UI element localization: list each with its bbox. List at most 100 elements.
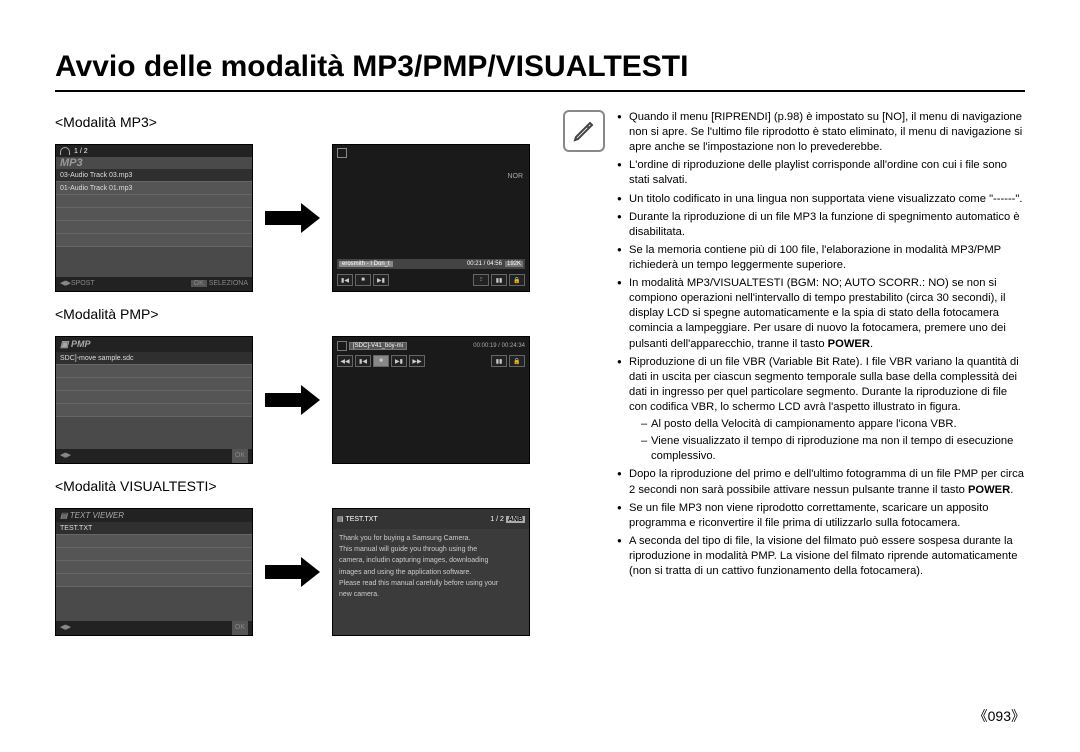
pmp-mode-label: <Modalità PMP> (55, 306, 545, 322)
text-list-row (56, 535, 252, 548)
text-list-row (56, 561, 252, 574)
note-item: In modalità MP3/VISUALTESTI (BGM: NO; AU… (617, 276, 1025, 352)
content-row: <Modalità MP3> 1 / 2 MP3 03-Audio Track … (55, 110, 1025, 636)
text-file: TEST.TXT (345, 516, 377, 523)
mp3-list-row (56, 195, 252, 208)
notes-list: Quando il menu [RIPRENDI] (p.98) è impos… (617, 110, 1025, 582)
note-item: A seconda del tipo di file, la visione d… (617, 534, 1025, 579)
text-line: Please read this manual carefully before… (339, 578, 523, 589)
battery-icon: ▮▮ (491, 355, 507, 367)
nor-label: NOR (507, 173, 523, 180)
right-column: Quando il menu [RIPRENDI] (p.98) è impos… (563, 110, 1025, 636)
pmp-icon (337, 341, 347, 351)
mp3-list-row: 01-Audio Track 01.mp3 (56, 182, 252, 195)
note-item: Dopo la riproduzione del primo e dell'ul… (617, 467, 1025, 497)
signal-icon: ⫶⫶ (473, 274, 489, 286)
text-line: images and using the application softwar… (339, 567, 523, 578)
mp3-list-header: 1 / 2 (56, 145, 252, 157)
headphones-icon (60, 147, 70, 155)
pmp-top-bar: [SDC]-V41_boy-mi 00:00:19 / 00:24:34 (337, 341, 525, 351)
mp3-list-row (56, 234, 252, 247)
pmp-list-row (56, 391, 252, 404)
prev-icon[interactable]: ▮◀ (337, 274, 353, 286)
mp3-play-bar: erosmith - I Don_t 00:21 / 04:56 192K (337, 259, 525, 269)
footer-ok: OK (191, 280, 207, 287)
arrow-icon (265, 389, 320, 411)
page-title: Avvio delle modalità MP3/PMP/VISUALTESTI (55, 50, 1025, 92)
footer-ok: OK (232, 449, 248, 463)
pmp-list-screen: ▣ PMP SDC]-move sample.sdc ◀●▶ OK (55, 336, 253, 464)
left-column: <Modalità MP3> 1 / 2 MP3 03-Audio Track … (55, 110, 545, 636)
text-mode-label: <Modalità VISUALTESTI> (55, 478, 545, 494)
rewind-icon[interactable]: ◀◀ (337, 355, 353, 367)
mp3-mode-label: <Modalità MP3> (55, 114, 545, 130)
stop-icon[interactable]: ■ (355, 274, 371, 286)
text-line: This manual will guide you through using… (339, 544, 523, 555)
note-item: Riproduzione di un file VBR (Variable Bi… (617, 355, 1025, 465)
text-line: new camera. (339, 589, 523, 600)
text-list-screen: ▤ TEXT VIEWER TEST.TXT ◀●▶ OK (55, 508, 253, 636)
note-item: Un titolo codificato in una lingua non s… (617, 192, 1025, 207)
text-logo: ▤ TEXT VIEWER (56, 509, 252, 522)
next-icon[interactable]: ▶▮ (391, 355, 407, 367)
headphones-icon (337, 148, 347, 158)
pmp-play-screen: [SDC]-V41_boy-mi 00:00:19 / 00:24:34 ◀◀ … (332, 336, 530, 464)
mp3-play-screen: NOR erosmith - I Don_t 00:21 / 04:56 192… (332, 144, 530, 292)
pmp-list-row (56, 365, 252, 378)
footer-right: SELEZIONA (209, 280, 248, 287)
prev-icon[interactable]: ▮◀ (355, 355, 371, 367)
pmp-list-row: SDC]-move sample.sdc (56, 352, 252, 365)
note-sub-item: Al posto della Velocità di campionamento… (641, 417, 1025, 432)
mp3-list-row: 03-Audio Track 03.mp3 (56, 169, 252, 182)
mp3-list-row (56, 221, 252, 234)
pmp-time: 00:00:19 / 00:24:34 (473, 343, 525, 349)
pmp-list-row (56, 404, 252, 417)
mp3-counter: 1 / 2 (74, 148, 88, 155)
pmp-row: ▣ PMP SDC]-move sample.sdc ◀●▶ OK [SDC]-… (55, 336, 545, 464)
anb-badge: ANB (506, 516, 525, 523)
stop-icon[interactable]: ■ (373, 355, 389, 367)
text-list-footer: ◀●▶ OK (56, 621, 252, 635)
note-sub-item: Viene visualizzato il tempo di riproduzi… (641, 434, 1025, 464)
mp3-row: 1 / 2 MP3 03-Audio Track 03.mp3 01-Audio… (55, 144, 545, 292)
battery-icon: ▮▮ (491, 274, 507, 286)
pmp-list-row (56, 378, 252, 391)
text-line: camera, includin capturing images, downl… (339, 555, 523, 566)
pmp-controls-row: ◀◀ ▮◀ ■ ▶▮ ▶▶ ▮▮ 🔒 (337, 355, 525, 367)
mp3-list-footer: ◀●▶ SPOST OK SELEZIONA (56, 277, 252, 291)
mp3-list-row (56, 208, 252, 221)
footer-ok: OK (232, 621, 248, 635)
note-item: Quando il menu [RIPRENDI] (p.98) è impos… (617, 110, 1025, 155)
text-view-screen: ▤ TEST.TXT 1 / 2 ANB Thank you for buyin… (332, 508, 530, 636)
text-list-row (56, 548, 252, 561)
pmp-file: [SDC]-V41_boy-mi (349, 342, 407, 350)
arrow-icon (265, 207, 320, 229)
lock-icon: 🔒 (509, 355, 525, 367)
mp3-controls: ▮◀ ■ ▶▮ ⫶⫶ ▮▮ 🔒 (337, 273, 525, 287)
text-page: 1 / 2 (490, 516, 504, 523)
arrow-icon (265, 561, 320, 583)
mp3-list-screen: 1 / 2 MP3 03-Audio Track 03.mp3 01-Audio… (55, 144, 253, 292)
text-view-header: ▤ TEST.TXT 1 / 2 ANB (333, 509, 529, 529)
footer-left: SPOST (71, 280, 95, 287)
note-item: Se la memoria contiene più di 100 file, … (617, 243, 1025, 273)
mp3-bitrate: 192K (505, 261, 523, 267)
pmp-logo: ▣ PMP (56, 337, 252, 352)
mp3-time: 00:21 / 04:56 (467, 261, 502, 267)
note-item: L'ordine di riproduzione delle playlist … (617, 158, 1025, 188)
text-line: Thank you for buying a Samsung Camera. (339, 533, 523, 544)
mp3-logo: MP3 (56, 157, 252, 169)
next-icon[interactable]: ▶▮ (373, 274, 389, 286)
pencil-note-icon (563, 110, 605, 152)
forward-icon[interactable]: ▶▶ (409, 355, 425, 367)
pmp-list-footer: ◀●▶ OK (56, 449, 252, 463)
page-number: 093 (974, 706, 1025, 726)
note-item: Durante la riproduzione di un file MP3 l… (617, 210, 1025, 240)
text-list-row (56, 574, 252, 587)
text-row: ▤ TEXT VIEWER TEST.TXT ◀●▶ OK ▤ TEST.TXT… (55, 508, 545, 636)
text-body: Thank you for buying a Samsung Camera. T… (333, 529, 529, 604)
note-item: Se un file MP3 non viene riprodotto corr… (617, 501, 1025, 531)
lock-icon: 🔒 (509, 274, 525, 286)
mp3-track: erosmith - I Don_t (339, 261, 393, 267)
text-list-row: TEST.TXT (56, 522, 252, 535)
